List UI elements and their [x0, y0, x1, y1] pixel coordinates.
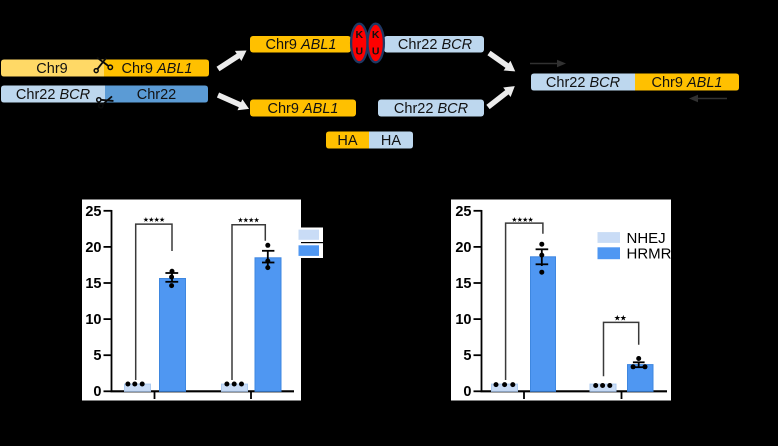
svg-text:HRMR: HRMR	[627, 246, 672, 263]
svg-text:25: 25	[85, 204, 101, 220]
svg-text:15: 15	[85, 276, 101, 292]
svg-text:Chr9 ABL1: Chr9 ABL1	[652, 75, 723, 91]
svg-text:0: 0	[463, 384, 471, 400]
svg-text:NHEJ: NHEJ	[627, 230, 666, 247]
svg-text:Chr22: Chr22	[137, 87, 177, 103]
svg-text:Chr9 ABL1: Chr9 ABL1	[266, 37, 337, 53]
svg-text:Chr22 BCR: Chr22 BCR	[546, 75, 621, 91]
svg-text:Chr22 BCR: Chr22 BCR	[398, 37, 473, 53]
svg-text:Chr22 BCR: Chr22 BCR	[16, 87, 91, 103]
svg-text:Chr9 ABL1: Chr9 ABL1	[122, 61, 193, 77]
svg-text:HA: HA	[337, 133, 357, 149]
svg-text:U: U	[372, 46, 380, 58]
svg-text:20: 20	[85, 240, 101, 256]
svg-text:5: 5	[93, 348, 101, 364]
svg-text:K: K	[372, 29, 380, 41]
svg-text:Chr9 ABL1: Chr9 ABL1	[268, 101, 339, 117]
svg-text:10: 10	[455, 312, 471, 328]
svg-text:0: 0	[93, 384, 101, 400]
svg-text:Chr22 BCR: Chr22 BCR	[394, 101, 469, 117]
svg-text:5: 5	[463, 348, 471, 364]
svg-text:HA: HA	[381, 133, 401, 149]
svg-text:20: 20	[455, 240, 471, 256]
svg-text:25: 25	[455, 204, 471, 220]
svg-text:Chr9: Chr9	[36, 61, 67, 77]
svg-text:K: K	[356, 29, 364, 41]
svg-text:10: 10	[85, 312, 101, 328]
svg-text:15: 15	[455, 276, 471, 292]
svg-text:U: U	[356, 46, 364, 58]
